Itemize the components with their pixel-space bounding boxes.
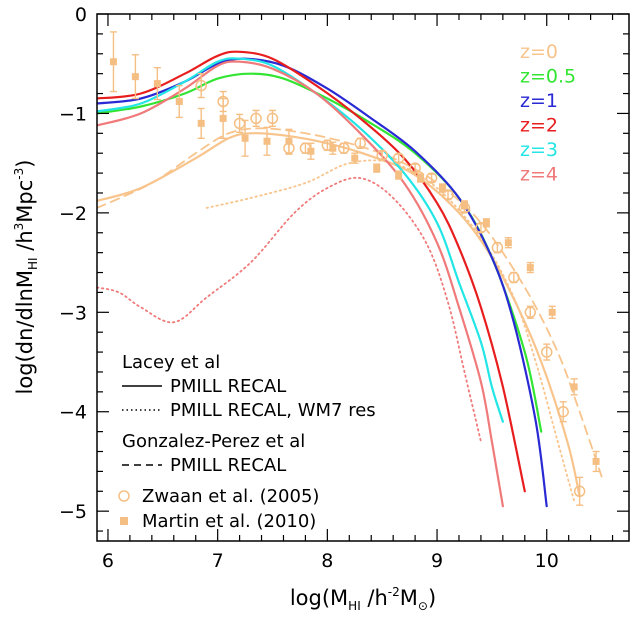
series-line-z2-solid [97, 52, 525, 492]
x-tick-label: 6 [102, 550, 114, 572]
y-tick-label: 0 [75, 4, 87, 26]
martin-point [571, 383, 578, 390]
martin-point [351, 155, 358, 162]
y-tick-label: −1 [59, 103, 87, 125]
legend-lacey-title: Lacey et al [122, 352, 220, 373]
zwaan-point [492, 243, 502, 253]
y-axis-title: log(dn/dlnMHI /h3Mpc-3) [12, 160, 40, 395]
martin-point [395, 172, 402, 179]
series-line-z0.5-solid [97, 74, 541, 432]
x-tick-label: 9 [431, 550, 443, 572]
martin-point [329, 145, 336, 152]
martin-point [264, 138, 271, 145]
zwaan-point [410, 163, 420, 173]
zwaan-point [509, 273, 519, 283]
redshift-legend-entry: z=1 [520, 90, 558, 112]
martin-point [439, 185, 446, 192]
legend-gonzalez-title: Gonzalez-Perez et al [122, 431, 305, 452]
martin-point [461, 201, 468, 208]
martin-point [154, 80, 161, 87]
martin-point [285, 138, 292, 145]
martin-point [593, 458, 600, 465]
redshift-legend-entry: z=0.5 [520, 66, 576, 88]
y-tick-label: −3 [59, 302, 87, 324]
martin-point [132, 73, 139, 80]
x-axis-title: log(MHI /h-2M⊙) [290, 585, 436, 613]
martin-point [198, 120, 205, 127]
martin-point [307, 148, 314, 155]
martin-point [549, 309, 556, 316]
zwaan-point [525, 307, 535, 317]
redshift-legend-entry: z=0 [520, 41, 558, 63]
redshift-legend: z=0 z=0.5z=1 z=2z=3 z=4 [520, 41, 576, 186]
zwaan-point [268, 113, 278, 123]
redshift-legend-entry: z=3 [520, 139, 558, 161]
legend-zwaan-label: Zwaan et al. (2005) [142, 486, 319, 507]
zwaan-point [558, 407, 568, 417]
legend-zwaan-marker [119, 491, 129, 501]
y-tick-label: −2 [59, 203, 87, 225]
martin-point [417, 175, 424, 182]
redshift-legend-entry: z=2 [520, 115, 558, 137]
zwaan-point [196, 81, 206, 91]
y-tick-label: −4 [59, 402, 87, 424]
x-tick-label: 10 [535, 550, 559, 572]
martin-point [373, 165, 380, 172]
legend-solid-label: PMILL RECAL [170, 376, 286, 397]
zwaan-point [355, 138, 365, 148]
zwaan-point [251, 113, 261, 123]
x-tick-label: 7 [212, 550, 224, 572]
martin-point [505, 239, 512, 246]
legend-martin-label: Martin et al. (2010) [142, 511, 316, 532]
x-tick-label: 8 [321, 550, 333, 572]
legend-dashed-label: PMILL RECAL [170, 455, 286, 476]
martin-point [110, 58, 117, 65]
martin-point [220, 115, 227, 122]
martin-point [483, 219, 490, 226]
zwaan-point [575, 486, 585, 496]
legend-martin-marker [120, 517, 128, 525]
zwaan-point [377, 150, 387, 160]
zwaan-point [427, 173, 437, 183]
y-tick-label: −5 [59, 501, 87, 523]
zwaan-point [394, 153, 404, 163]
martin-point [527, 264, 534, 271]
zwaan-point [542, 347, 552, 357]
redshift-legend-entry: z=4 [520, 164, 558, 186]
martin-point [176, 98, 183, 105]
zwaan-point [339, 143, 349, 153]
model-legend: Lacey et al PMILL RECAL PMILL RECAL, WM7… [119, 352, 376, 532]
martin-point [242, 135, 249, 142]
legend-dotted-label: PMILL RECAL, WM7 res [170, 400, 376, 421]
